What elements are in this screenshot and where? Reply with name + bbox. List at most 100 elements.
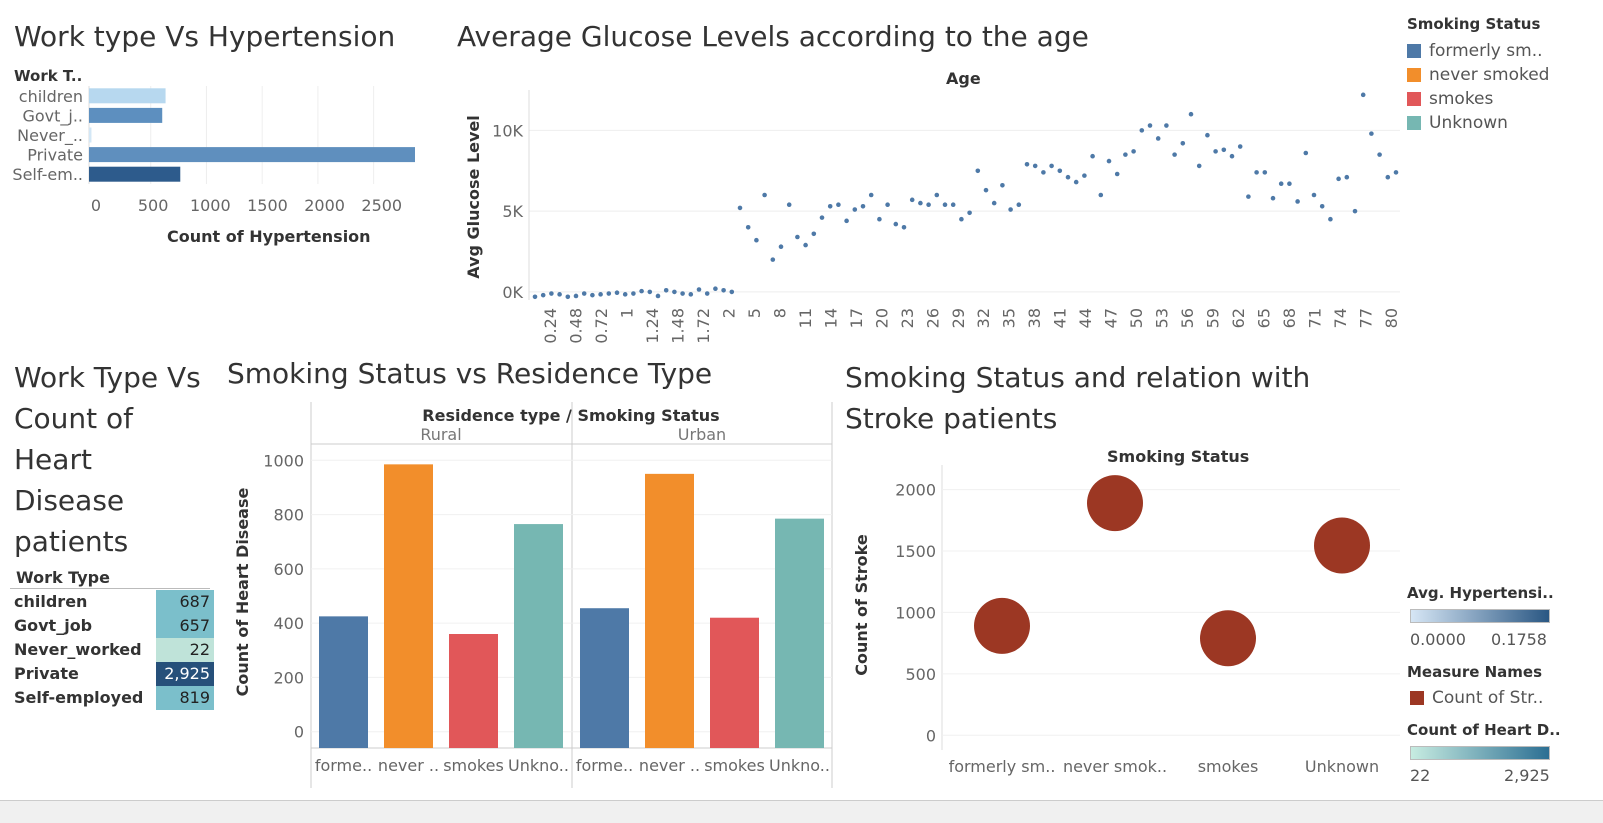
- category-label: children: [19, 87, 83, 106]
- count-heart-max: 2,925: [1504, 766, 1550, 785]
- data-point: [606, 291, 612, 296]
- data-point: [762, 192, 767, 198]
- data-point: [1369, 131, 1374, 136]
- data-point: [713, 286, 718, 291]
- hypertension-bar-chart: childrenGovt_j..Never_..PrivateSelf-em..…: [12, 86, 415, 215]
- legend-item-never[interactable]: never smoked: [1407, 63, 1597, 87]
- bar: [89, 166, 181, 182]
- bar: [384, 464, 433, 748]
- data-point: [1336, 176, 1341, 182]
- count-heart-min: 22: [1410, 766, 1431, 785]
- data-point: [1090, 153, 1095, 159]
- category-label: Govt_j..: [22, 106, 83, 126]
- data-point: [778, 244, 784, 249]
- bar: [89, 127, 92, 143]
- bottom-scroll-strip: [0, 800, 1603, 823]
- data-point: [1073, 179, 1079, 185]
- x-tick-label: 62: [1229, 308, 1248, 328]
- table-divider: [10, 588, 210, 589]
- data-point: [549, 291, 554, 296]
- data-point: [1344, 174, 1350, 180]
- title-line: Count of: [14, 402, 134, 435]
- category-label: Never_..: [17, 126, 83, 146]
- data-point: [934, 192, 940, 198]
- legend-item-smokes[interactable]: smokes: [1407, 87, 1597, 111]
- smoking-status-legend: Smoking Status formerly sm.. never smoke…: [1407, 15, 1597, 135]
- x-tick-label: 1.48: [668, 308, 687, 344]
- data-point: [581, 291, 587, 296]
- data-point: [1303, 150, 1309, 156]
- data-point: [1328, 216, 1333, 222]
- legend-item-label: smokes: [1429, 89, 1494, 109]
- x-tick-label: 41: [1051, 308, 1070, 328]
- x-tick-label: 44: [1076, 308, 1095, 328]
- table-row-value: 22: [156, 638, 214, 662]
- table-row-label: Never_worked: [14, 640, 142, 659]
- table-row[interactable]: Never_worked 22: [8, 638, 218, 662]
- bubble: [1314, 517, 1370, 574]
- y-axis-label: Avg Glucose Level: [464, 115, 483, 279]
- bar: [775, 518, 824, 748]
- x-tick-label: 2: [719, 308, 738, 318]
- x-tick-label: 47: [1102, 308, 1121, 328]
- data-point: [1295, 199, 1300, 204]
- x-tick-label: 59: [1204, 308, 1223, 328]
- data-point: [663, 288, 669, 293]
- residence-bar-chart: Residence type / Smoking Status 0 200 400 60…: [233, 402, 833, 788]
- x-tick-label: 68: [1280, 308, 1299, 328]
- data-point: [1352, 208, 1358, 214]
- table-row-value: 2,925: [156, 662, 214, 686]
- data-point: [655, 293, 661, 299]
- data-point: [704, 291, 710, 296]
- data-point: [1082, 173, 1087, 178]
- data-point: [1188, 111, 1194, 117]
- x-tick-label: 1.72: [694, 308, 713, 344]
- table-row[interactable]: Govt_job 657: [8, 614, 218, 638]
- bar: [89, 88, 166, 104]
- data-point: [598, 292, 603, 297]
- avg-hypertension-min: 0.0000: [1410, 630, 1466, 649]
- residence-header: Residence type / Smoking Status: [422, 406, 719, 425]
- data-point: [1229, 153, 1235, 159]
- data-point: [1065, 174, 1071, 180]
- x-tick-label: 0.24: [541, 308, 560, 344]
- data-point: [942, 202, 948, 207]
- x-tick-label: 50: [1127, 308, 1146, 328]
- y-tick-label: 800: [273, 506, 304, 525]
- legend-item-unknown[interactable]: Unknown: [1407, 111, 1597, 135]
- count-heart-legend-title: Count of Heart D..: [1407, 721, 1561, 739]
- bar: [580, 608, 629, 748]
- data-point: [811, 231, 817, 237]
- title-line: Stroke patients: [845, 402, 1058, 435]
- data-point: [1008, 207, 1013, 212]
- y-tick-label: 1000: [263, 451, 304, 470]
- x-tick-label: 1.24: [643, 308, 662, 344]
- data-point: [1106, 158, 1112, 164]
- stroke-bubble-chart: 0 500 1000 1500 2000 Count of Stroke formerly …: [852, 465, 1400, 776]
- data-point: [770, 257, 776, 262]
- table-row[interactable]: children 687: [8, 590, 218, 614]
- data-point: [918, 200, 923, 206]
- data-point: [926, 202, 931, 207]
- data-point: [631, 291, 636, 296]
- bar: [449, 634, 498, 748]
- legend-item-count-of-stroke[interactable]: Count of Str..: [1410, 686, 1543, 710]
- legend-item-formerly[interactable]: formerly sm..: [1407, 39, 1597, 63]
- data-point: [950, 202, 956, 207]
- bubble: [1200, 610, 1256, 667]
- data-point: [680, 291, 685, 296]
- residence-chart-title: Smoking Status vs Residence Type: [227, 357, 713, 390]
- x-tick-label: 14: [821, 308, 840, 328]
- table-row[interactable]: Private 2,925: [8, 662, 218, 686]
- smoking-status-legend-items: formerly sm.. never smoked smokes Unknow…: [1407, 39, 1597, 135]
- table-row[interactable]: Self-employed 819: [8, 686, 218, 710]
- data-point: [1385, 174, 1391, 180]
- bar: [89, 147, 415, 163]
- data-point: [557, 292, 562, 297]
- legend-swatch: [1407, 44, 1421, 58]
- x-tick-label: 2500: [361, 196, 402, 215]
- y-tick-label: 1500: [895, 542, 936, 561]
- data-point: [901, 225, 907, 230]
- data-point: [1377, 152, 1382, 157]
- legend-swatch: [1407, 116, 1421, 130]
